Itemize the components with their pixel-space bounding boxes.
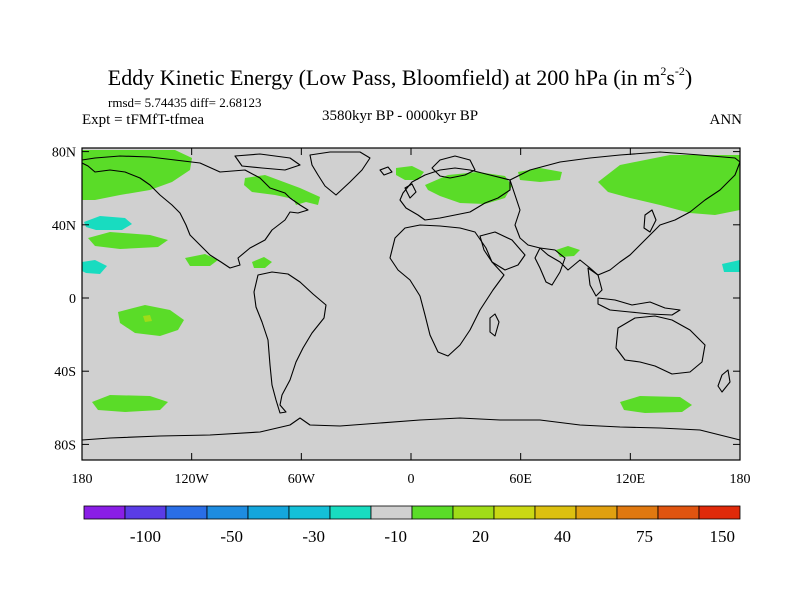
coastline-madagascar <box>489 313 500 337</box>
colorbar-box-11 <box>534 505 577 520</box>
colorbar-box-13 <box>616 505 659 520</box>
anomaly-arctic-siberia <box>518 168 562 182</box>
coastline-south-america <box>253 271 327 414</box>
anomaly-east-pacific <box>185 254 218 266</box>
coastlines <box>81 151 741 441</box>
colorbar-box-15 <box>698 505 741 520</box>
coastline-europe <box>399 167 511 221</box>
colorbar-box-8 <box>411 505 454 520</box>
lon-tick-label-1: 120W <box>175 472 210 487</box>
coastline-japan <box>643 209 657 233</box>
lon-tick-label-2: 60W <box>288 472 316 487</box>
colorbar-label-4: 20 <box>472 527 489 546</box>
rmsd-diff-stats: rmsd= 5.74435 diff= 2.68123 <box>108 95 262 110</box>
lon-tick-label-6: 180 <box>730 472 751 487</box>
season-label: ANN <box>709 112 743 128</box>
colorbar-box-14 <box>657 505 700 520</box>
lat-tick-label-3: 40S <box>54 365 76 380</box>
coastline-southeast-asia <box>587 267 603 297</box>
plot-title: Eddy Kinetic Energy (Low Pass, Bloomfiel… <box>107 64 693 90</box>
lon-tick-label-3: 0 <box>408 472 415 487</box>
coastline-iceland <box>379 166 393 176</box>
colorbar-box-10 <box>493 505 536 520</box>
colorbar-label-5: 40 <box>554 527 571 546</box>
world-map: 80N 40N 0 40S 80S 180 120W 60W 0 60E 120E 180 <box>52 146 751 487</box>
colorbar-label-2: -30 <box>302 527 325 546</box>
coastline-new-zealand <box>717 369 731 393</box>
coastline-indonesia <box>597 297 681 316</box>
anomaly-europe <box>425 172 512 204</box>
colorbar-label-1: -50 <box>220 527 243 546</box>
colorbar-box-1 <box>124 505 167 520</box>
anomaly-southern-ocean-west <box>92 395 168 412</box>
coastline-north-america <box>81 155 309 269</box>
anomaly-southern-ocean-east <box>620 396 692 413</box>
colorbar-box-5 <box>288 505 331 520</box>
lon-tick-label-4: 60E <box>509 472 532 487</box>
experiment-label: Expt = tFMfT-tfmea <box>82 112 205 128</box>
anomaly-north-pacific-west <box>82 150 192 200</box>
coastline-uk <box>404 183 417 199</box>
colorbar-box-12 <box>575 505 618 520</box>
negative-anomaly-regions <box>82 216 740 274</box>
coastline-india <box>534 247 566 286</box>
colorbar-box-4 <box>247 505 290 520</box>
longitude-ticks: 180 120W 60W 0 60E 120E 180 <box>72 148 751 487</box>
coastline-scandinavia <box>431 155 476 179</box>
latitude-ticks: 80N 40N 0 40S 80S <box>52 146 740 453</box>
lat-tick-label-0: 80N <box>52 146 76 161</box>
lon-tick-label-5: 120E <box>616 472 646 487</box>
anomaly-south-pacific-core <box>143 315 152 322</box>
coastline-asia <box>509 151 741 276</box>
coastline-canadian-arctic <box>234 153 301 171</box>
lat-tick-label-1: 40N <box>52 219 76 234</box>
coastline-antarctica <box>81 417 741 441</box>
anomaly-caribbean <box>252 257 272 268</box>
lon-tick-label-0: 180 <box>72 472 93 487</box>
coastline-arabia <box>479 231 526 271</box>
colorbar-label-6: 75 <box>636 527 653 546</box>
coastline-africa <box>389 224 505 357</box>
colorbar-label-7: 150 <box>710 527 736 546</box>
time-period-label: 3580kyr BP - 0000kyr BP <box>321 108 479 124</box>
anomaly-greenland-sea <box>396 166 424 180</box>
colorbar-label-3: -10 <box>384 527 407 546</box>
colorbar-box-6 <box>329 505 372 520</box>
anomaly-north-pacific-mid <box>88 232 168 249</box>
colorbar-box-9 <box>452 505 495 520</box>
anomaly-tibet <box>556 246 580 257</box>
anomaly-negative-pacific-west <box>82 260 107 274</box>
anomaly-negative-pacific <box>84 216 132 230</box>
coastline-greenland <box>309 151 371 196</box>
colorbar-box-3 <box>206 505 249 520</box>
coastline-australia <box>615 315 706 375</box>
colorbar-box-0 <box>83 505 126 520</box>
colorbar-box-2 <box>165 505 208 520</box>
anomaly-negative-pacific-east <box>722 260 740 272</box>
lat-tick-label-2: 0 <box>69 292 76 307</box>
lat-tick-label-4: 80S <box>54 438 76 453</box>
colorbar-label-0: -100 <box>130 527 161 546</box>
colorbar: -100 -50 -30 -10 20 40 75 150 <box>83 505 741 546</box>
colorbar-box-7 <box>370 505 413 520</box>
